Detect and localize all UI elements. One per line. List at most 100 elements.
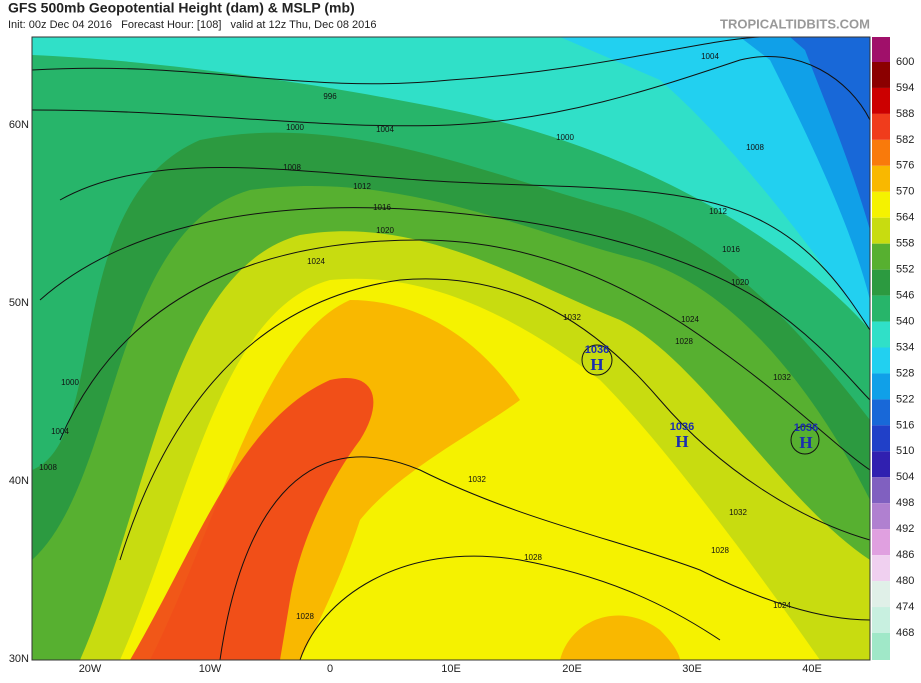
- colorbar-swatch: [872, 399, 890, 426]
- colorbar-swatch: [872, 321, 890, 348]
- isobar-label: 1032: [563, 313, 581, 322]
- subtitle: Init: 00z Dec 04 2016 Forecast Hour: [10…: [8, 19, 377, 31]
- high-pressure-value: 1036: [585, 344, 609, 356]
- colorbar-swatch: [872, 529, 890, 556]
- brand: TROPICALTIDBITS.COM: [720, 16, 870, 31]
- isobar-label: 1012: [353, 182, 371, 191]
- colorbar-label: 534: [896, 341, 914, 353]
- lon-label: 20W: [79, 663, 102, 675]
- isobar-label: 1004: [701, 52, 719, 61]
- colorbar-swatch: [872, 347, 890, 374]
- title: GFS 500mb Geopotential Height (dam) & MS…: [8, 0, 355, 16]
- isobar-label: 1032: [468, 475, 486, 484]
- colorbar-swatch: [872, 269, 890, 296]
- colorbar-label: 600: [896, 56, 914, 68]
- isobar-label: 1028: [711, 546, 729, 555]
- colorbar-label: 594: [896, 82, 914, 94]
- colorbar-swatch: [872, 191, 890, 218]
- colorbar-label: 576: [896, 160, 914, 172]
- colorbar-swatch: [872, 217, 890, 244]
- isobar-label: 1028: [675, 337, 693, 346]
- isobar-label: 1004: [51, 427, 69, 436]
- colorbar-swatch: [872, 555, 890, 582]
- isobar: [59, 167, 870, 331]
- colorbar-swatch: [872, 503, 890, 530]
- colorbar-label: 492: [896, 523, 914, 535]
- colorbar-swatch: [872, 165, 890, 192]
- isobar-label: 996: [323, 92, 337, 101]
- colorbar-label: 498: [896, 497, 914, 509]
- isobar-label: 1024: [773, 601, 791, 610]
- colorbar-label: 522: [896, 393, 914, 405]
- isobar-label: 1032: [729, 508, 747, 517]
- colorbar-label: 570: [896, 186, 914, 198]
- colorbar-swatch: [872, 477, 890, 504]
- isobar: [299, 555, 721, 660]
- isobar-label: 1000: [286, 123, 304, 132]
- colorbar-swatch: [872, 62, 890, 88]
- isobar: [790, 425, 820, 455]
- lat-label: 40N: [9, 475, 29, 487]
- isobar: [32, 55, 870, 127]
- colorbar-swatch: [872, 581, 890, 608]
- isobar-label: 1028: [524, 553, 542, 562]
- lon-label: 30E: [682, 663, 702, 675]
- isobar-label: 1024: [307, 257, 325, 266]
- lon-label: 0: [327, 663, 333, 675]
- isobar: [581, 344, 613, 376]
- band: [130, 378, 374, 660]
- colorbar-label: 510: [896, 445, 914, 457]
- isobar: [59, 239, 870, 471]
- isobar-label: 1028: [296, 612, 314, 621]
- lat-label: 50N: [9, 297, 29, 309]
- isobar-label: 1008: [39, 463, 57, 472]
- high-pressure-value: 1036: [670, 421, 694, 433]
- band: [790, 37, 870, 230]
- isobar: [32, 37, 761, 85]
- isobar-label: 1016: [722, 245, 740, 254]
- colorbar-label: 552: [896, 264, 914, 276]
- colorbar-swatch: [872, 451, 890, 478]
- high-pressure-marker: H: [799, 433, 812, 452]
- band: [32, 37, 870, 330]
- isobar-label: 1016: [373, 203, 391, 212]
- band: [560, 37, 870, 330]
- height-field: [32, 37, 870, 660]
- colorbar-swatch: [872, 113, 890, 140]
- isobar-label: 1008: [283, 163, 301, 172]
- isobar: [219, 456, 870, 660]
- colorbar-label: 582: [896, 134, 914, 146]
- colorbar-swatch: [872, 87, 890, 114]
- colorbar-label: 474: [896, 601, 914, 613]
- lat-label: 60N: [9, 119, 29, 131]
- colorbar-swatch: [872, 243, 890, 270]
- colorbar-label: 528: [896, 367, 914, 379]
- isobars: [32, 37, 870, 660]
- colorbar-swatch: [872, 425, 890, 452]
- isobar-label: 1008: [746, 143, 764, 152]
- colorbar-swatch: [872, 295, 890, 322]
- colorbar-label: 588: [896, 108, 914, 120]
- isobar-label: 1012: [709, 207, 727, 216]
- isobar-label: 1020: [376, 226, 394, 235]
- colorbar-label: 540: [896, 315, 914, 327]
- colorbar-swatch: [872, 607, 890, 633]
- isobar-label: 1020: [731, 278, 749, 287]
- high-pressure-marker: H: [590, 355, 603, 374]
- isobar: [39, 207, 870, 401]
- lon-label: 10E: [441, 663, 461, 675]
- isobar-label: 1000: [556, 133, 574, 142]
- lat-label: 30N: [9, 653, 29, 665]
- colorbar-label: 504: [896, 471, 914, 483]
- isobar: [119, 278, 870, 561]
- colorbar-swatch: [872, 373, 890, 400]
- colorbar-label: 564: [896, 212, 914, 224]
- colorbar-swatch: [872, 139, 890, 166]
- colorbar-swatch: [872, 633, 890, 660]
- colorbar-swatch: [872, 37, 890, 62]
- isobar-label: 1024: [681, 315, 699, 324]
- isobar-label: 1000: [61, 378, 79, 387]
- isobar-label: 1004: [376, 125, 394, 134]
- colorbar-label: 546: [896, 289, 914, 301]
